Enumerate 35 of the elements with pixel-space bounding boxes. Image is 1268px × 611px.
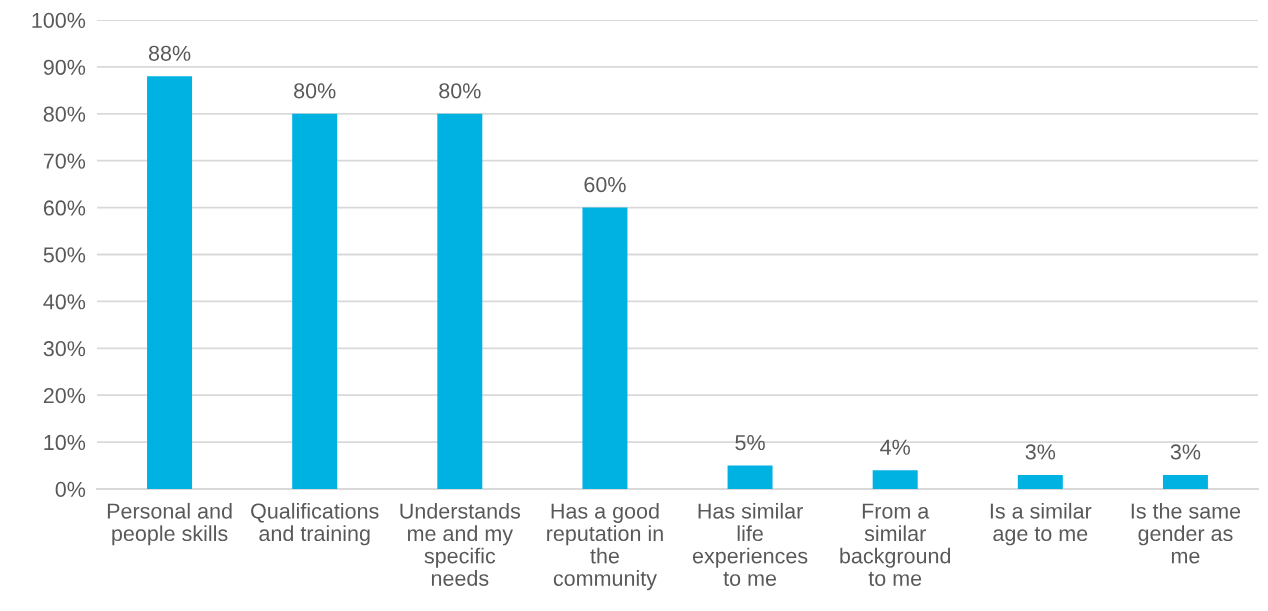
x-tick-label: Understands me and my specific needs [400, 502, 521, 586]
x-tick-label: Personal and people skills [107, 502, 232, 546]
bar [1017, 474, 1063, 489]
bar [872, 470, 918, 489]
data-label: 80% [294, 83, 336, 99]
bar [727, 465, 773, 489]
data-label: 5% [735, 435, 765, 451]
y-tick-label: 0% [55, 481, 86, 498]
data-label: 80% [439, 83, 481, 99]
data-label: 4% [880, 439, 910, 455]
y-tick-label: 70% [43, 153, 86, 169]
data-label: 3% [1025, 444, 1056, 460]
bar [147, 76, 193, 489]
y-tick-label: 90% [43, 59, 86, 75]
y-tick-label: 30% [43, 341, 86, 357]
x-tick-label: Is a similar age to me [990, 502, 1092, 546]
y-tick-label: 40% [43, 294, 86, 310]
x-tick-label: From a similar background to me [840, 503, 951, 586]
x-tick-label: Has a good reputation in the community [547, 502, 663, 591]
y-tick-label: 60% [43, 200, 86, 216]
bar [582, 207, 628, 489]
data-label: 3% [1170, 444, 1201, 460]
data-label: 60% [584, 176, 626, 193]
x-tick-label: Qualifications and training [251, 502, 379, 546]
x-tick-label: Is the same gender as me [1131, 502, 1241, 564]
y-tick-label: 10% [44, 434, 86, 451]
bar [1162, 474, 1208, 489]
bar [292, 113, 338, 489]
x-tick-label: Has similar life experiences to me [692, 502, 808, 586]
y-tick-label: 100% [32, 12, 86, 29]
data-label: 88% [148, 45, 191, 61]
y-tick-label: 20% [43, 387, 86, 404]
y-tick-label: 80% [43, 106, 86, 122]
bar [437, 113, 483, 489]
y-tick-label: 50% [43, 247, 86, 263]
